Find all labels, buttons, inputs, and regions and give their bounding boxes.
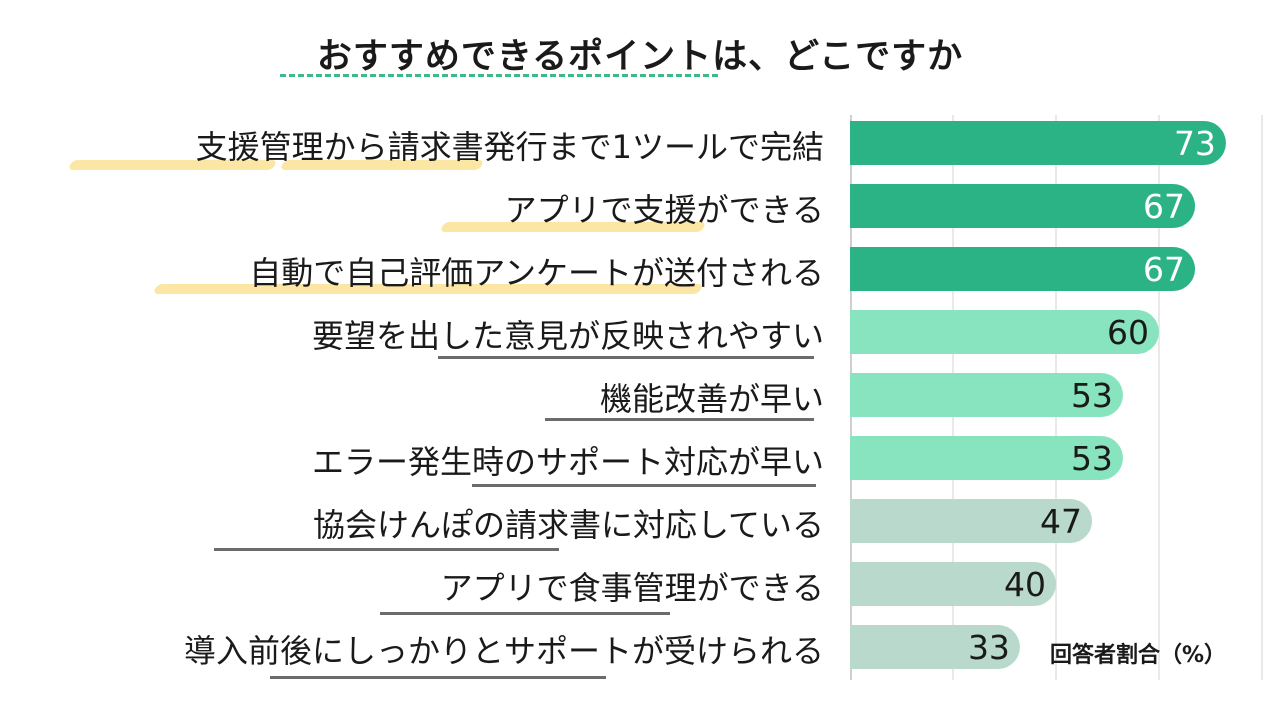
category-label: アプリで支援ができる xyxy=(504,191,824,229)
label-underline xyxy=(472,484,816,487)
category-labels: 支援管理から請求書発行まで1ツールで完結 アプリで支援ができる 自動で自己評価ア… xyxy=(67,128,824,679)
chart-title: おすすめできるポイントは、どこですか xyxy=(316,37,964,77)
category-label: エラー発生時のサポート対応が早い xyxy=(311,443,824,481)
bar xyxy=(850,373,1123,417)
title-dashed-underline xyxy=(280,74,718,77)
bar xyxy=(850,625,1020,669)
category-label: 協会けんぽの請求書に対応している xyxy=(312,506,824,544)
data-label: 67 xyxy=(1143,250,1185,289)
axis-unit-label: 回答者割合（%） xyxy=(1050,643,1227,668)
data-label: 53 xyxy=(1071,376,1113,415)
bar xyxy=(850,562,1056,606)
category-label: 自動で自己評価アンケートが送付される xyxy=(249,254,824,292)
bar xyxy=(850,499,1093,543)
bar xyxy=(850,247,1196,291)
data-label: 53 xyxy=(1071,439,1113,478)
bar-chart: 73 67 67 60 53 53 47 40 33 xyxy=(850,115,1263,680)
category-label: 機能改善が早い xyxy=(599,380,824,418)
label-underline xyxy=(545,418,814,421)
data-label: 47 xyxy=(1040,502,1082,541)
category-label: アプリで食事管理ができる xyxy=(440,569,824,607)
category-label: 要望を出した意見が反映されやすい xyxy=(311,317,824,355)
data-label: 67 xyxy=(1143,187,1185,226)
label-underline xyxy=(438,356,814,359)
bar xyxy=(850,184,1196,228)
bar xyxy=(850,121,1226,165)
label-underline xyxy=(214,548,559,551)
data-label: 60 xyxy=(1107,313,1149,352)
data-label: 40 xyxy=(1004,565,1046,604)
category-label: 導入前後にしっかりとサポートが受けられる xyxy=(183,632,824,670)
label-underline xyxy=(380,612,670,615)
label-underline xyxy=(270,676,606,679)
data-label: 73 xyxy=(1174,124,1216,163)
bar xyxy=(850,310,1159,354)
category-label: 支援管理から請求書発行まで1ツールで完結 xyxy=(195,128,824,166)
data-label: 33 xyxy=(968,628,1010,667)
bar xyxy=(850,436,1123,480)
